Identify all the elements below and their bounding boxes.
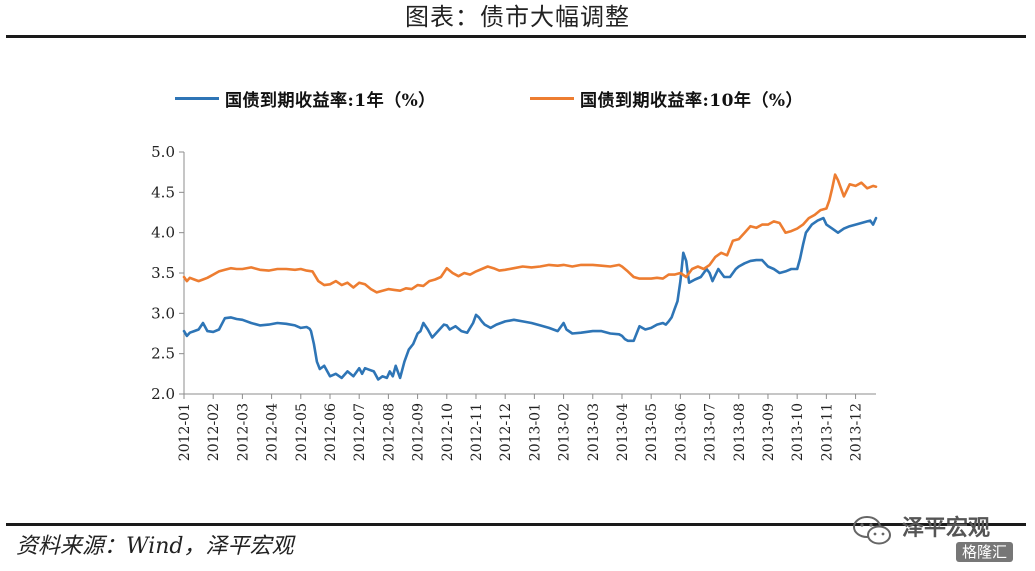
y-tick-label: 4.5 bbox=[151, 183, 175, 201]
legend-label-10y: 国债到期收益率:10年（%） bbox=[580, 90, 804, 111]
watermark-badge: 格隆汇 bbox=[956, 542, 1014, 562]
x-tick-label: 2012-04 bbox=[265, 403, 281, 461]
x-tick-label: 2012-11 bbox=[469, 403, 485, 461]
y-tick-label: 5.0 bbox=[151, 143, 175, 161]
x-tick-label: 2013-08 bbox=[732, 403, 748, 461]
figure-title: 图表：债市大幅调整 bbox=[405, 3, 630, 31]
source-note: 资料来源：Wind，泽平宏观 bbox=[16, 534, 294, 559]
x-tick-label: 2012-10 bbox=[440, 403, 456, 461]
legend-item-1y: 国债到期收益率:1年（%） bbox=[175, 83, 436, 113]
y-tick-label: 2.5 bbox=[151, 345, 175, 363]
y-tick-label: 4.0 bbox=[151, 224, 175, 242]
legend-swatch-10y bbox=[530, 96, 574, 100]
watermark: 泽平宏观 格隆汇 bbox=[852, 508, 1027, 568]
x-tick-label: 2013-10 bbox=[790, 403, 806, 461]
legend-item-10y: 国债到期收益率:10年（%） bbox=[530, 83, 803, 113]
y-tick-label: 2.0 bbox=[151, 385, 175, 403]
top-rule bbox=[6, 35, 1026, 38]
x-tick-label: 2012-06 bbox=[323, 403, 339, 461]
wechat-icon bbox=[853, 516, 891, 545]
x-tick-label: 2012-12 bbox=[498, 403, 514, 461]
x-tick-label: 2013-07 bbox=[703, 403, 719, 461]
y-tick-label: 3.0 bbox=[151, 304, 175, 322]
x-tick-label: 2013-09 bbox=[761, 403, 777, 461]
x-tick-label: 2012-07 bbox=[352, 403, 368, 461]
series-line-10y bbox=[182, 173, 878, 294]
line-chart: 2.0 2.5 3.0 3.5 4.0 4.5 5.0 2012-01 2012-02 2012-… bbox=[151, 143, 878, 461]
x-tick-label: 2012-08 bbox=[381, 403, 397, 461]
x-tick-label: 2013-05 bbox=[644, 403, 660, 461]
x-tick-label: 2012-02 bbox=[206, 403, 222, 461]
bottom-rule bbox=[6, 523, 1026, 526]
x-tick-label: 2012-05 bbox=[294, 403, 310, 461]
x-tick-label: 2012-01 bbox=[177, 403, 193, 461]
x-tick-label: 2013-03 bbox=[586, 403, 602, 461]
series-line-1y bbox=[182, 216, 878, 381]
watermark-text: 泽平宏观 bbox=[902, 516, 991, 541]
x-tick-label: 2013-12 bbox=[849, 403, 865, 461]
legend-swatch-1y bbox=[175, 96, 219, 100]
x-tick-label: 2013-01 bbox=[527, 403, 543, 461]
x-tick-label: 2012-09 bbox=[411, 403, 427, 461]
legend-label-1y: 国债到期收益率:1年（%） bbox=[225, 90, 436, 111]
x-tick-label: 2013-11 bbox=[819, 403, 835, 461]
y-tick-label: 3.5 bbox=[151, 264, 175, 282]
x-tick-label: 2013-04 bbox=[615, 403, 631, 461]
x-tick-label: 2012-03 bbox=[235, 403, 251, 461]
x-tick-label: 2013-06 bbox=[673, 403, 689, 461]
x-tick-label: 2013-02 bbox=[557, 403, 573, 461]
